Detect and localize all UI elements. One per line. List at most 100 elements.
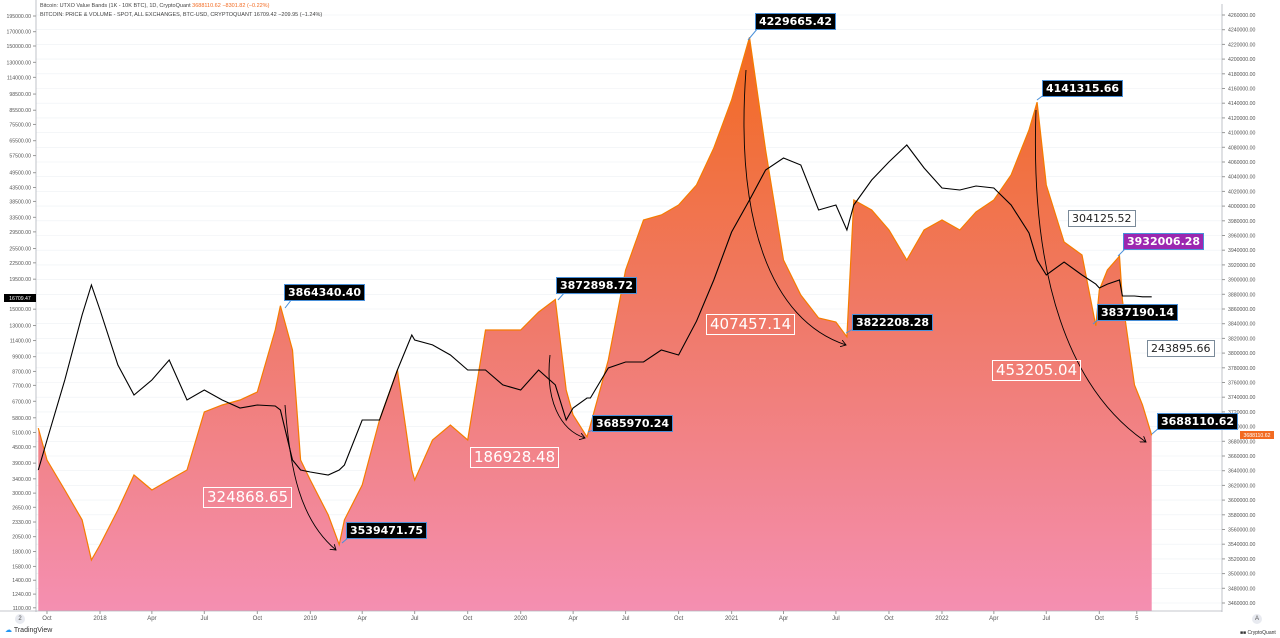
- left-tick-label: 6700.00: [12, 399, 31, 405]
- cryptoquant-icon: ■■: [1240, 630, 1247, 636]
- x-tick-label: 2022: [935, 616, 949, 622]
- right-tick-label: 3940000.00: [1228, 248, 1256, 254]
- annotation-peak-2022-nov: 3932006.28: [1123, 233, 1205, 250]
- left-tick-label: 5100.00: [12, 430, 31, 436]
- right-tick-label: 4160000.00: [1228, 87, 1256, 93]
- annotation-arrows: [284, 69, 1146, 550]
- left-tick-label: 4500.00: [12, 445, 31, 451]
- right-tick-label: 3880000.00: [1228, 292, 1256, 298]
- right-tick-label: 4140000.00: [1228, 101, 1256, 107]
- annotation-low-2021: 3822208.28: [852, 314, 934, 331]
- right-axis-ticks[interactable]: 4260000.00 4240000.00 4220000.00 4200000.00…: [1222, 13, 1256, 607]
- left-tick-label: 1580.00: [12, 564, 31, 570]
- left-tick-label: 25500.00: [9, 247, 31, 253]
- right-tick-label: 4260000.00: [1228, 13, 1256, 19]
- right-tick-label: 3900000.00: [1228, 278, 1256, 284]
- right-tick-label: 3520000.00: [1228, 557, 1256, 563]
- x-tick-label: Apr: [568, 616, 577, 622]
- right-tick-label: 4100000.00: [1228, 131, 1256, 137]
- legend-utxo-title: Bitcoin: UTXO Value Bands (1K - 10K BTC)…: [40, 3, 191, 9]
- right-tick-label: 3780000.00: [1228, 366, 1256, 372]
- left-tick-label: 65500.00: [9, 139, 31, 145]
- x-tick-label: Apr: [989, 616, 998, 622]
- right-tick-label: 4020000.00: [1228, 189, 1256, 195]
- x-tick-label: Apr: [779, 616, 788, 622]
- right-tick-label: 4180000.00: [1228, 72, 1256, 78]
- right-tick-label: 3800000.00: [1228, 351, 1256, 357]
- annotation-peak-2022: 4141315.66: [1042, 80, 1124, 97]
- left-tick-label: 114000.00: [7, 75, 31, 81]
- right-tick-label: 4240000.00: [1228, 28, 1256, 34]
- arrow-2020: [548, 354, 585, 438]
- right-tick-label: 4220000.00: [1228, 42, 1256, 48]
- btc-price-line: [37, 144, 1152, 476]
- cryptoquant-logo: ■■ CryptoQuant: [1240, 630, 1276, 636]
- left-tick-label: 22500.00: [9, 261, 31, 267]
- left-tick-label: 43500.00: [9, 185, 31, 191]
- right-tick-label: 3960000.00: [1228, 234, 1256, 240]
- left-tick-label: 13000.00: [9, 324, 31, 330]
- tradingview-logo[interactable]: ☁ TradingView: [5, 627, 53, 634]
- x-tick-label: Oct: [42, 616, 52, 622]
- right-tick-label: 3580000.00: [1228, 513, 1256, 519]
- annotation-drop-sep-nov: 304125.52: [1068, 210, 1136, 227]
- arrow-2022: [1034, 109, 1146, 442]
- left-tick-label: 15000.00: [9, 307, 31, 313]
- left-tick-label: 29500.00: [9, 230, 31, 236]
- left-tick-label: 75500.00: [9, 122, 31, 128]
- right-tick-label: 4080000.00: [1228, 145, 1256, 151]
- right-tick-label: 3760000.00: [1228, 381, 1256, 387]
- annotation-low-2020: 3685970.24: [592, 415, 674, 432]
- right-tick-label: 4200000.00: [1228, 57, 1256, 63]
- right-tick-label: 3700000.00: [1228, 425, 1256, 431]
- left-tick-label: 19500.00: [9, 277, 31, 283]
- right-tick-label: 4000000.00: [1228, 204, 1256, 210]
- x-tick-label: Jul: [1042, 616, 1050, 622]
- last-utxo-label: 3688110.62: [1243, 433, 1270, 439]
- x-tick-label: 2018: [93, 616, 107, 622]
- x-tick-label: Oct: [674, 616, 684, 622]
- right-tick-label: 3560000.00: [1228, 528, 1256, 534]
- legend-utxo-values: 3688110.62 −8301.82 (−0.22%): [192, 3, 270, 9]
- right-tick-label: 3480000.00: [1228, 586, 1256, 592]
- last-price-label: 16709.47: [9, 296, 31, 302]
- x-tick-label: Oct: [1095, 616, 1105, 622]
- left-tick-label: 38500.00: [9, 199, 31, 205]
- x-tick-label: Jul: [622, 616, 630, 622]
- left-tick-label: 1100.00: [13, 606, 31, 612]
- x-tick-label: Jul: [411, 616, 419, 622]
- log-scale-button[interactable]: 2: [15, 614, 25, 624]
- right-tick-label: 3860000.00: [1228, 307, 1256, 313]
- annotation-peak-2018: 3864340.40: [284, 284, 366, 301]
- left-axis-ticks[interactable]: 195000.00 170000.00 150000.00 130000.00 1140…: [6, 14, 36, 612]
- left-tick-label: 11400.00: [10, 339, 31, 345]
- annotation-low-2022-sep: 3837190.14: [1097, 304, 1179, 321]
- right-tick-label: 3500000.00: [1228, 572, 1256, 578]
- annotation-low-2019: 3539471.75: [346, 522, 428, 539]
- auto-scale-button[interactable]: A: [1252, 614, 1262, 624]
- right-tick-label: 3460000.00: [1228, 601, 1256, 607]
- right-tick-label: 3660000.00: [1228, 454, 1256, 460]
- right-tick-label: 3980000.00: [1228, 219, 1256, 225]
- legend-price[interactable]: BITCOIN: PRICE & VOLUME - SPOT, ALL EXCH…: [40, 12, 322, 18]
- left-tick-label: 85500.00: [9, 108, 31, 114]
- legend-utxo[interactable]: Bitcoin: UTXO Value Bands (1K - 10K BTC)…: [40, 3, 269, 9]
- arrow-2021: [743, 69, 846, 345]
- annotation-drop-2022: 453205.04: [992, 360, 1082, 381]
- x-tick-label: Oct: [884, 616, 894, 622]
- right-tick-label: 3540000.00: [1228, 542, 1256, 548]
- x-tick-label: Jul: [832, 616, 840, 622]
- right-tick-label: 4060000.00: [1228, 160, 1256, 166]
- right-tick-label: 4120000.00: [1228, 116, 1256, 122]
- legend-price-values: 16709.42 −209.95 (−1.24%): [253, 12, 323, 18]
- x-tick-label: Apr: [147, 616, 156, 622]
- x-tick-label: Jul: [200, 616, 208, 622]
- x-axis-ticks[interactable]: Oct 2018 Apr Jul Oct 2019 Apr Jul Oct 2020 Apr Jul O…: [42, 611, 1139, 622]
- right-tick-label: 3920000.00: [1228, 263, 1256, 269]
- right-tick-label: 3720000.00: [1228, 410, 1256, 416]
- legend-price-title: BITCOIN: PRICE & VOLUME - SPOT, ALL EXCH…: [40, 12, 253, 18]
- left-tick-label: 1800.00: [12, 550, 31, 556]
- last-utxo-badge: 3688110.62: [1240, 431, 1274, 439]
- annotation-last: 3688110.62: [1157, 413, 1239, 430]
